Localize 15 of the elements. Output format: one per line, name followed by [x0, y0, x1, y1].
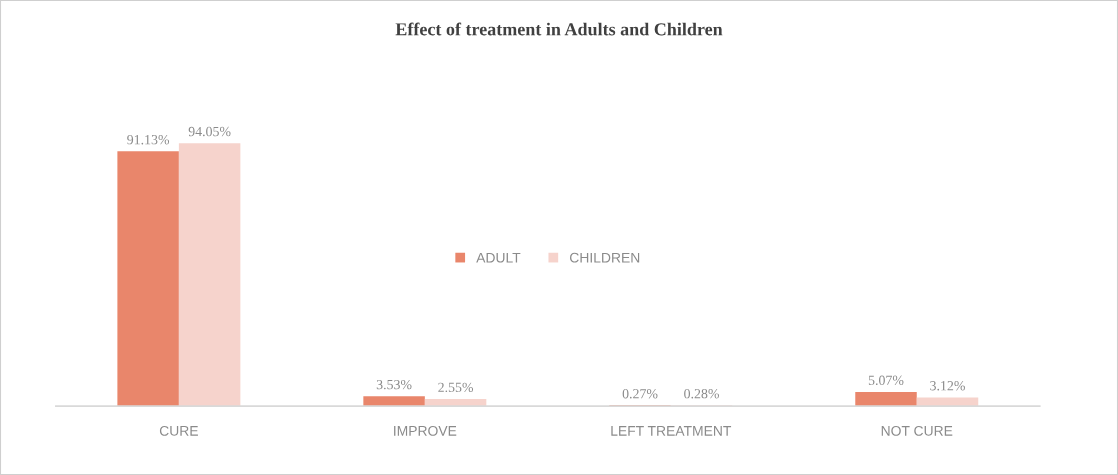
data-label: 0.28%	[684, 388, 720, 399]
data-label: 2.55%	[438, 382, 474, 393]
x-tick-label: NOT CURE	[881, 425, 953, 436]
legend-label: ADULT	[476, 252, 521, 263]
x-tick-label: CURE	[159, 425, 198, 436]
x-tick-label: IMPROVE	[394, 425, 457, 436]
data-label: 91.13%	[127, 134, 170, 145]
chart-title: Effect of treatment in Adults and Children	[395, 22, 723, 36]
data-label: 94.05%	[188, 126, 231, 137]
data-label: 0.27%	[622, 389, 658, 399]
data-label: 3.12%	[930, 381, 965, 391]
legend-label: CHILDREN	[570, 252, 640, 263]
x-tick-label: LEFT TREATMENT	[611, 426, 732, 436]
data-label: 3.53%	[376, 379, 412, 390]
data-label: 5.07%	[868, 375, 904, 386]
